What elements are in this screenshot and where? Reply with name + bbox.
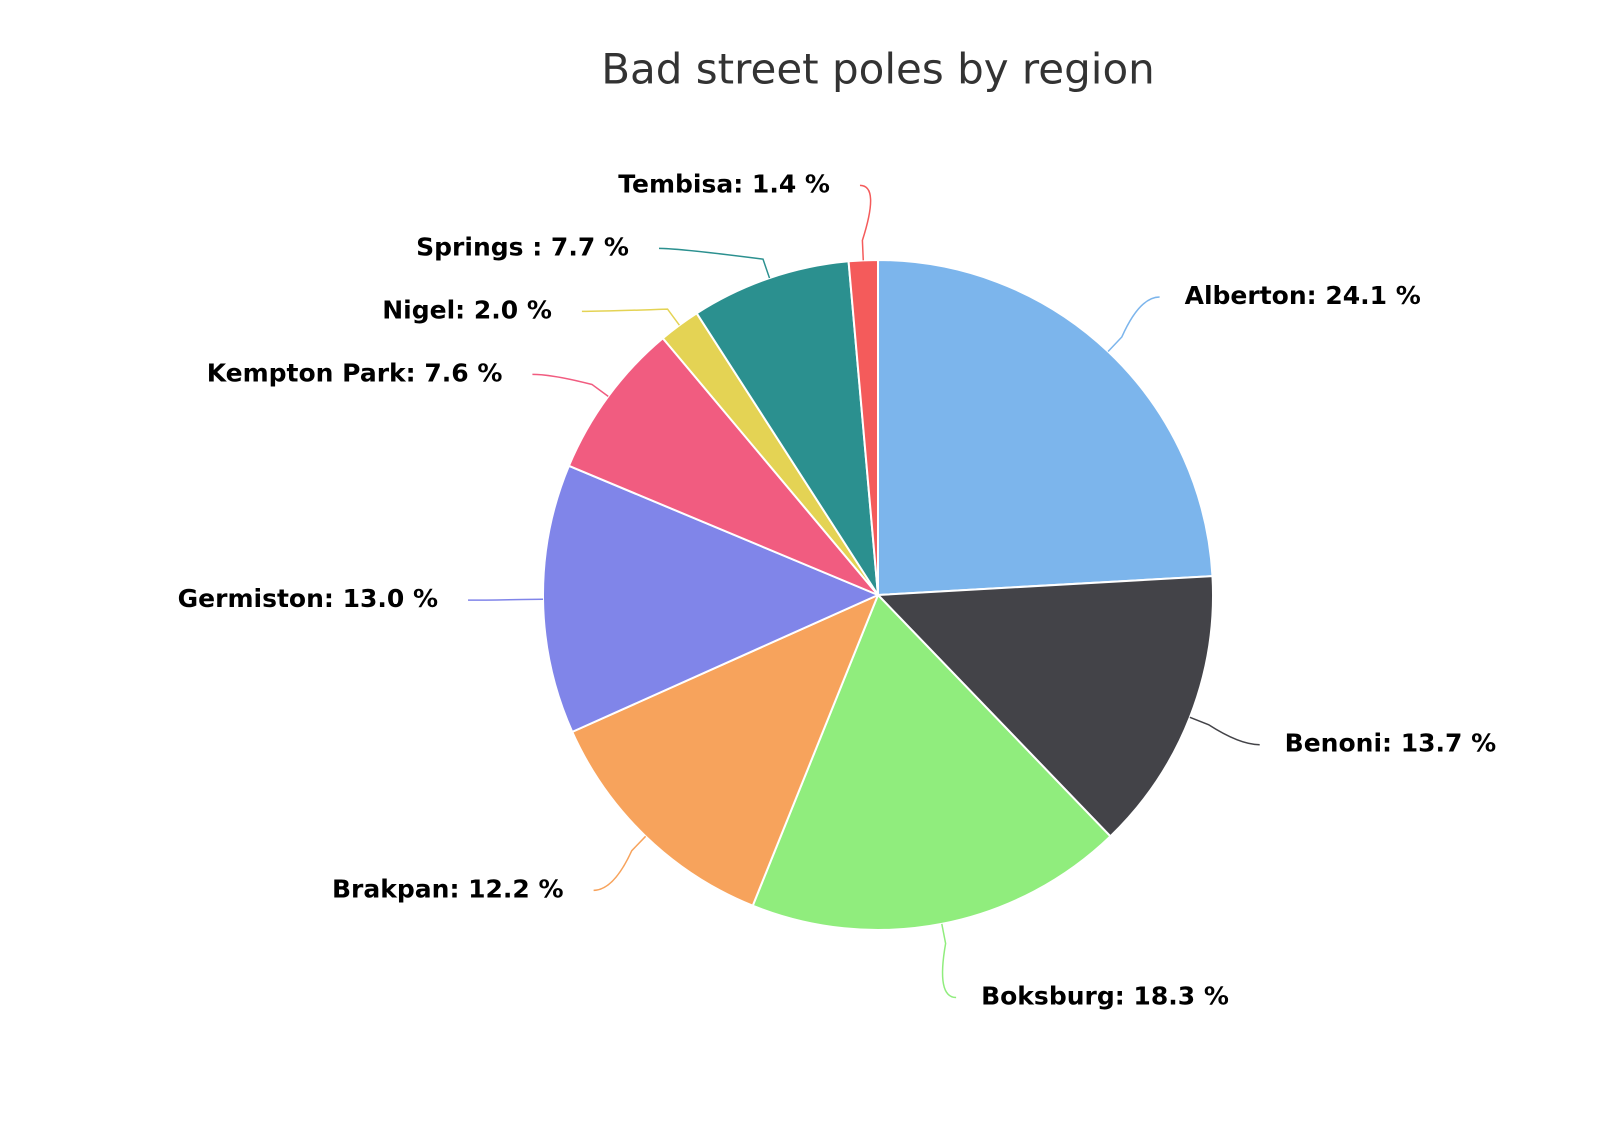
chart-title: Bad street poles by region — [601, 45, 1155, 94]
pie-slice — [542, 464, 879, 733]
data-label: Benoni: 13.7 % — [1285, 729, 1497, 758]
connector — [658, 247, 771, 279]
connector — [468, 598, 544, 601]
connector — [1189, 716, 1260, 746]
connector — [581, 308, 680, 326]
data-label: Alberton: 24.1 % — [1185, 281, 1421, 310]
data-label: Tembisa: 1.4 % — [618, 169, 830, 198]
data-label: Nigel: 2.0 % — [382, 295, 552, 324]
pie-slice — [877, 575, 1214, 838]
data-label: Brakpan: 12.2 % — [332, 874, 564, 903]
pie-slice — [751, 594, 1112, 931]
pie-slice — [567, 337, 879, 596]
connector — [859, 184, 872, 261]
data-label: Germiston: 13.0 % — [178, 584, 438, 613]
connector — [532, 373, 609, 397]
connector — [593, 835, 647, 892]
connector — [941, 923, 957, 999]
pie-slice — [571, 594, 879, 907]
pie-slice — [877, 259, 1214, 596]
data-label: Kempton Park: 7.6 % — [207, 358, 503, 387]
pie-slice — [695, 260, 879, 596]
connector — [1107, 296, 1160, 353]
data-label: Springs : 7.7 % — [416, 232, 629, 261]
data-label: Boksburg: 18.3 % — [981, 981, 1229, 1010]
